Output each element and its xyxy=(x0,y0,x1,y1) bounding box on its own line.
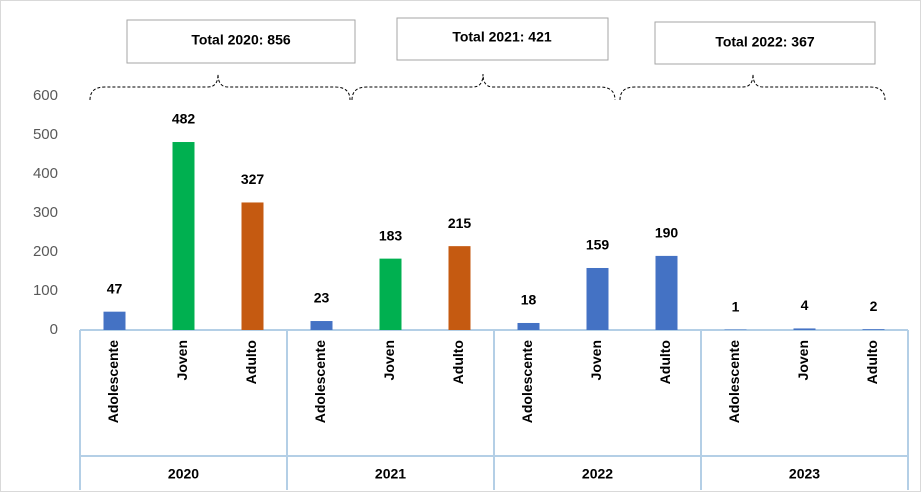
group-label: 2022 xyxy=(582,466,613,482)
y-tick-label: 200 xyxy=(33,243,58,260)
group-label: 2020 xyxy=(168,466,199,482)
data-label: 2 xyxy=(870,298,878,314)
x-tick-label: Joven xyxy=(381,340,397,380)
bar xyxy=(862,329,885,330)
x-tick-label: Adulto xyxy=(864,340,880,384)
bar xyxy=(655,255,678,330)
x-tick-label: Joven xyxy=(174,340,190,380)
data-label: 190 xyxy=(655,225,679,241)
annotation-box xyxy=(396,17,609,61)
x-tick-label: Adulto xyxy=(243,340,259,384)
annotation-box xyxy=(654,21,876,65)
annotation-box xyxy=(126,19,356,64)
y-tick-label: 600 xyxy=(33,87,58,104)
bar xyxy=(310,321,333,330)
data-label: 482 xyxy=(172,111,196,127)
bar xyxy=(517,322,540,330)
y-tick-label: 0 xyxy=(50,321,58,338)
bar xyxy=(586,267,609,330)
data-label: 18 xyxy=(521,292,537,308)
bar xyxy=(241,202,264,330)
annotation: Total 2020: 856 xyxy=(191,32,291,48)
bar xyxy=(103,311,126,330)
data-label: 23 xyxy=(314,290,330,306)
x-tick-label: Adolescente xyxy=(105,340,121,423)
data-label: 183 xyxy=(379,227,403,243)
x-tick-label: Joven xyxy=(795,340,811,380)
annotation: Total 2021: 421 xyxy=(452,29,552,45)
brace xyxy=(619,73,886,101)
data-label: 1 xyxy=(732,298,740,314)
y-tick-label: 100 xyxy=(33,282,58,299)
brace xyxy=(351,73,616,101)
data-label: 215 xyxy=(448,215,472,231)
x-tick-label: Adulto xyxy=(657,340,673,384)
data-label: 327 xyxy=(241,171,265,187)
bar xyxy=(172,142,195,330)
x-tick-label: Adolescente xyxy=(312,340,328,423)
data-label: 47 xyxy=(107,280,123,296)
x-tick-label: Joven xyxy=(588,340,604,380)
group-label: 2021 xyxy=(375,466,406,482)
x-tick-label: Adolescente xyxy=(519,340,535,423)
x-tick-label: Adulto xyxy=(450,340,466,384)
y-tick-label: 300 xyxy=(33,204,58,221)
bar xyxy=(448,246,471,330)
y-tick-label: 400 xyxy=(33,165,58,182)
x-tick-label: Adolescente xyxy=(726,340,742,423)
data-label: 159 xyxy=(586,237,610,253)
bar xyxy=(793,328,816,330)
y-tick-label: 500 xyxy=(33,126,58,143)
data-label: 4 xyxy=(801,297,809,313)
annotation: Total 2022: 367 xyxy=(715,34,815,50)
group-label: 2023 xyxy=(789,466,820,482)
brace xyxy=(89,73,351,101)
bar xyxy=(379,258,402,330)
